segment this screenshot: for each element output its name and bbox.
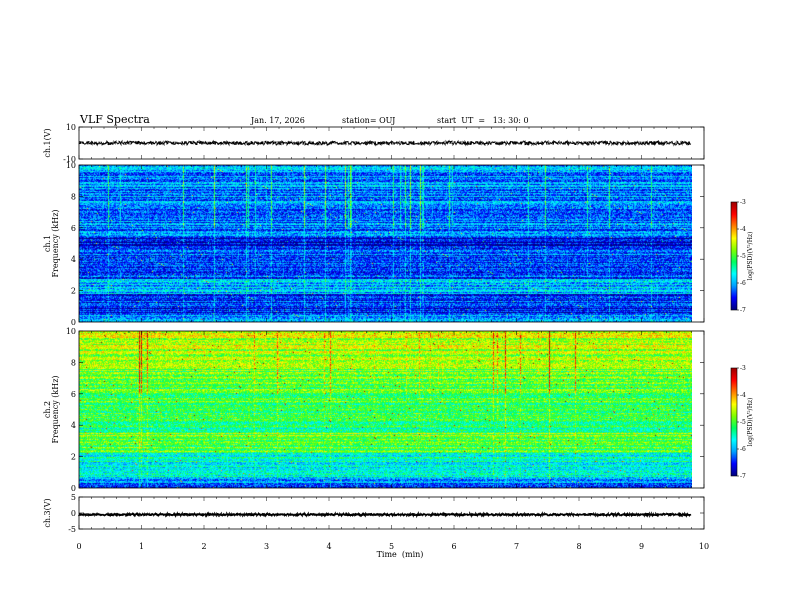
y-tick-label: 10	[66, 161, 76, 170]
y-tick-label: 6	[71, 224, 76, 233]
x-tick-label: 4	[326, 542, 331, 551]
y-axis-label: ch.3(V)	[43, 498, 52, 527]
panel-4: 5 0 -5 ch.3(V)	[43, 493, 705, 534]
y-tick-label: 6	[71, 390, 76, 399]
y-tick-label: 4	[71, 255, 76, 264]
colorbar-ch.1	[731, 202, 737, 310]
colorbar-tick-label: -4	[740, 226, 746, 233]
y-axis-label: ch.1(V)	[43, 128, 52, 157]
panel-3: -3 -4 -5 -6 -7 log(PSD)(V²/Hz) 0 2 4 6 8 10 ch.2 Freq…	[43, 327, 754, 493]
figure-title: VLF Spectra	[79, 113, 150, 126]
x-tick-label: 10	[699, 542, 709, 551]
y-tick-label: 5	[71, 493, 76, 502]
panel-2: -3 -4 -5 -6 -7 log(PSD)(V²/Hz) 0 2 4 6 8 10 ch.1 Freq…	[43, 161, 754, 327]
colorbar-label: log(PSD)(V²/Hz)	[747, 232, 754, 281]
x-tick-label: 6	[451, 542, 456, 551]
header-start-ut: start UT = 13: 30: 0	[437, 116, 529, 125]
x-tick-label: 7	[514, 542, 519, 551]
y-tick-label: 0	[71, 509, 76, 518]
colorbar-ch.2	[731, 368, 737, 476]
y-tick-label: 2	[71, 287, 76, 296]
colorbar-tick-label: -3	[740, 365, 746, 372]
x-tick-label: 1	[139, 542, 144, 551]
header-date: Jan. 17, 2026	[250, 116, 305, 125]
y-tick-label: 10	[66, 123, 76, 132]
y-tick-label: 8	[71, 358, 76, 367]
spectrogram-ch.2	[79, 331, 692, 488]
header-station: station= OUJ	[342, 116, 395, 125]
y-tick-label: 0	[71, 484, 76, 493]
colorbar-tick-label: -4	[740, 392, 746, 399]
panel-1: 10 -10 ch.1(V)	[43, 123, 705, 164]
y-tick-label: 10	[66, 327, 76, 336]
channel-label: ch.1	[43, 235, 52, 252]
colorbar-tick-label: -5	[740, 419, 746, 426]
y-tick-label: -5	[68, 525, 76, 534]
y-tick-label: 4	[71, 421, 76, 430]
colorbar-label: log(PSD)(V²/Hz)	[747, 398, 754, 447]
spectrogram-ch.1	[79, 165, 692, 322]
channel-label: ch.2	[43, 401, 52, 418]
x-tick-label: 9	[639, 542, 644, 551]
colorbar-tick-label: -5	[740, 253, 746, 260]
y-tick-label: 2	[71, 453, 76, 462]
y-tick-label: -10	[63, 155, 76, 164]
y-axis-label: Frequency (kHz)	[51, 209, 60, 277]
x-tick-label: 3	[264, 542, 269, 551]
x-tick-label: 0	[76, 542, 81, 551]
x-tick-label: 8	[576, 542, 581, 551]
x-tick-label: 5	[389, 542, 394, 551]
colorbar-tick-label: -6	[740, 446, 746, 453]
waveform-ch3	[78, 511, 692, 519]
y-tick-label: 0	[71, 318, 76, 327]
panels-group: 10-10ch.1(V)-3-4-5-6-7log(PSD)(V²/Hz)024…	[43, 123, 754, 551]
waveform-ch1	[78, 139, 692, 147]
colorbar-tick-label: -6	[740, 280, 746, 287]
x-axis-label: Time (min)	[377, 550, 424, 559]
x-tick-label: 2	[201, 542, 206, 551]
colorbar-tick-label: -7	[740, 473, 746, 480]
colorbar-tick-label: -7	[740, 307, 746, 314]
y-axis-label: Frequency (kHz)	[51, 375, 60, 443]
y-tick-label: 8	[71, 192, 76, 201]
colorbar-tick-label: -3	[740, 199, 746, 206]
